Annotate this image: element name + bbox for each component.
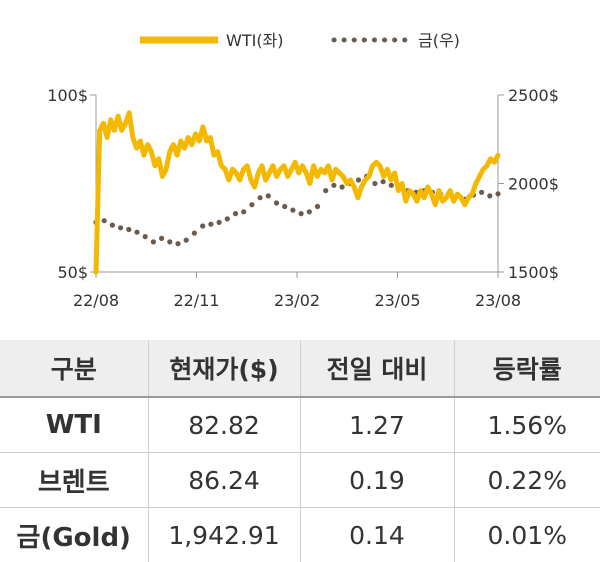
gold-data-point — [143, 234, 148, 239]
table-row: WTI 82.82 1.27 1.56% — [0, 397, 600, 453]
table-row: 브렌트 86.24 0.19 0.22% — [0, 453, 600, 508]
row-label: 브렌트 — [0, 453, 148, 508]
legend-wti-label: WTI(좌) — [226, 31, 284, 50]
gold-data-point — [487, 193, 492, 198]
gold-data-point — [208, 222, 213, 227]
cell-pct: 0.01% — [454, 508, 600, 562]
gold-data-point — [102, 218, 107, 223]
gold-data-point — [225, 216, 230, 221]
x-tick-label: 22/08 — [73, 291, 119, 310]
legend: WTI(좌) 금(우) — [140, 31, 460, 50]
gold-series — [93, 174, 500, 247]
x-tick-label: 23/08 — [475, 291, 521, 310]
gold-data-point — [241, 209, 246, 214]
gold-data-point — [372, 181, 377, 186]
ticks: 100$ 50$ 2500$ 2000$ 1500$ 22/08 22/11 23/02 23/… — [47, 86, 559, 310]
gold-data-point — [389, 183, 394, 188]
table-header-row: 구분 현재가($) 전일 대비 등락률 — [0, 340, 600, 397]
gold-data-point — [266, 193, 271, 198]
gold-data-point — [233, 211, 238, 216]
gold-data-point — [323, 188, 328, 193]
axes — [96, 95, 498, 272]
gold-data-point — [356, 177, 361, 182]
cell-pct: 1.56% — [454, 397, 600, 453]
gold-data-point — [315, 204, 320, 209]
gold-data-point — [217, 220, 222, 225]
gold-data-point — [159, 236, 164, 241]
cell-pct: 0.22% — [454, 453, 600, 508]
gold-data-point — [110, 223, 115, 228]
chart-svg: WTI(좌) 금(우) 100$ 50$ 2500$ 2000$ 1500$ 22/08 2… — [0, 0, 600, 330]
gold-data-point — [184, 238, 189, 243]
gold-data-point — [290, 208, 295, 213]
gold-data-point — [274, 200, 279, 205]
gold-data-point — [134, 230, 139, 235]
wti-series — [96, 113, 498, 272]
right-tick-label: 2000$ — [508, 175, 559, 194]
row-label: 금(Gold) — [0, 508, 148, 562]
cell-change: 1.27 — [300, 397, 454, 453]
header-price: 현재가($) — [148, 340, 300, 397]
gold-data-point — [192, 231, 197, 236]
price-chart: WTI(좌) 금(우) 100$ 50$ 2500$ 2000$ 1500$ 22/08 2… — [0, 0, 600, 330]
row-label: WTI — [0, 397, 148, 453]
price-table: 구분 현재가($) 전일 대비 등락률 WTI 82.82 1.27 1.56%… — [0, 340, 600, 562]
gold-data-point — [479, 190, 484, 195]
gold-data-point — [299, 211, 304, 216]
gold-data-point — [249, 202, 254, 207]
left-tick-label: 50$ — [57, 263, 88, 282]
x-tick-label: 23/02 — [274, 291, 320, 310]
gold-data-point — [167, 239, 172, 244]
gold-data-point — [381, 179, 386, 184]
gold-data-point — [340, 184, 345, 189]
table-row: 금(Gold) 1,942.91 0.14 0.01% — [0, 508, 600, 562]
cell-price: 82.82 — [148, 397, 300, 453]
cell-price: 1,942.91 — [148, 508, 300, 562]
x-tick-label: 22/11 — [173, 291, 219, 310]
legend-gold-label: 금(우) — [418, 31, 460, 50]
left-tick-label: 100$ — [47, 86, 88, 105]
gold-data-point — [258, 195, 263, 200]
gold-data-point — [200, 223, 205, 228]
header-category: 구분 — [0, 340, 148, 397]
gold-data-point — [118, 225, 123, 230]
right-tick-label: 2500$ — [508, 86, 559, 105]
wti-line — [96, 113, 498, 272]
gold-data-point — [175, 241, 180, 246]
gold-data-point — [331, 183, 336, 188]
cell-change: 0.19 — [300, 453, 454, 508]
gold-data-point — [126, 227, 131, 232]
cell-price: 86.24 — [148, 453, 300, 508]
x-tick-label: 23/05 — [374, 291, 420, 310]
cell-change: 0.14 — [300, 508, 454, 562]
header-pct: 등락률 — [454, 340, 600, 397]
gold-data-point — [495, 191, 500, 196]
gold-data-point — [151, 239, 156, 244]
right-tick-label: 1500$ — [508, 263, 559, 282]
header-change: 전일 대비 — [300, 340, 454, 397]
gold-data-point — [282, 204, 287, 209]
gold-data-point — [307, 209, 312, 214]
